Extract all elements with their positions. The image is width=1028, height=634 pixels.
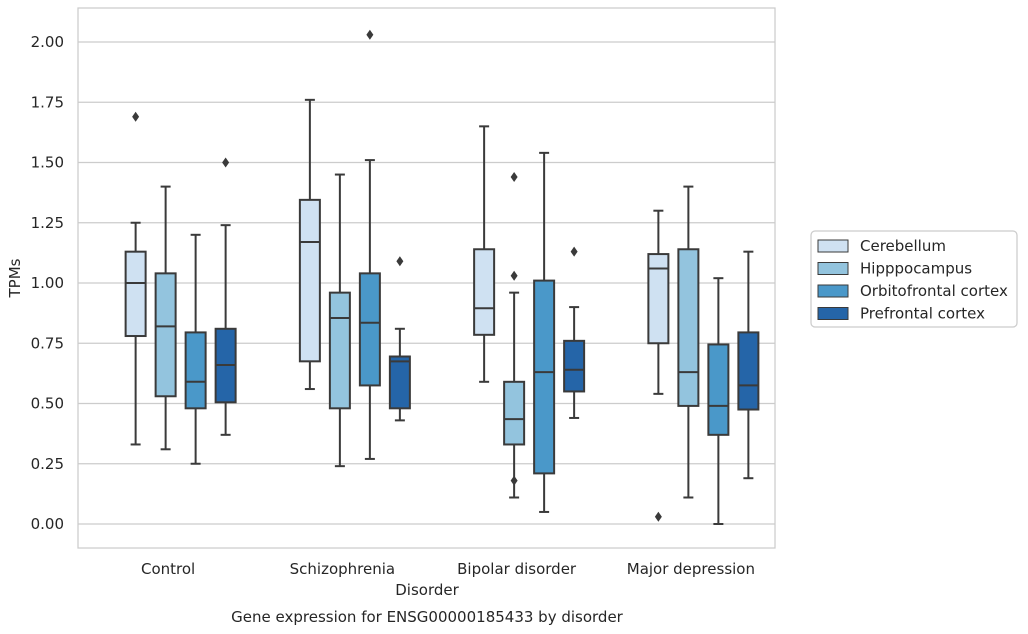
box-orbitofrontal-cortex-schizophrenia	[358, 29, 381, 460]
outlier-point	[654, 511, 662, 522]
box-hipppocampus-major-depression	[677, 185, 700, 499]
y-tick-label: 1.25	[31, 214, 64, 232]
box-prefrontal-cortex-schizophrenia	[388, 256, 411, 422]
outlier-point	[132, 111, 140, 122]
box-iqr	[473, 248, 496, 336]
y-tick-label: 0.25	[31, 455, 64, 473]
outlier-point	[510, 475, 518, 486]
y-tick-label: 0.75	[31, 334, 64, 352]
y-tick-label: 2.00	[31, 33, 64, 51]
box-cerebellum-control	[124, 111, 147, 446]
box-iqr	[533, 279, 556, 475]
box-orbitofrontal-cortex-control	[184, 233, 207, 465]
y-tick-label: 0.00	[31, 515, 64, 533]
legend-swatch	[817, 239, 849, 253]
box-prefrontal-cortex-control	[214, 157, 237, 436]
box-iqr	[388, 355, 411, 410]
legend-swatch	[817, 307, 849, 320]
box-iqr	[184, 331, 207, 410]
box-iqr	[737, 331, 760, 411]
legend-label: Prefrontal cortex	[860, 305, 985, 323]
y-tick-label: 1.50	[31, 154, 64, 172]
y-tick-label: 0.50	[31, 395, 64, 413]
box-cerebellum-bipolar-disorder	[473, 125, 496, 383]
legend-box	[810, 230, 1018, 328]
outlier-point	[510, 270, 518, 281]
box-iqr	[647, 253, 670, 345]
box-iqr	[328, 291, 351, 410]
box-iqr	[298, 198, 321, 363]
outlier-point	[366, 29, 374, 40]
outlier-point	[510, 171, 518, 182]
x-axis: Control Schizophrenia Bipolar disorder Majo…	[141, 560, 755, 578]
box-iqr	[154, 272, 177, 398]
box-plot-marks	[124, 29, 760, 525]
x-tick-label: Bipolar disorder	[457, 560, 577, 578]
box-hipppocampus-control	[154, 185, 177, 451]
x-tick-label: Schizophrenia	[290, 560, 395, 578]
box-iqr	[503, 380, 526, 446]
legend: Cerebellum Hipppocampus Orbitofrontal cort…	[810, 230, 1018, 328]
legend-label: Orbitofrontal cortex	[860, 282, 1008, 300]
chart-caption: Gene expression for ENSG00000185433 by d…	[231, 608, 624, 626]
outlier-point	[396, 256, 404, 267]
box-iqr	[358, 272, 381, 387]
box-orbitofrontal-cortex-bipolar-disorder	[533, 151, 556, 513]
y-axis: 0.00 0.25 0.50 0.75 1.00 1.25 1.50 1.75 2.00	[31, 33, 64, 533]
box-cerebellum-major-depression	[647, 209, 670, 522]
y-axis-label: TPMs	[6, 258, 24, 298]
box-iqr	[563, 339, 586, 393]
y-tick-label: 1.75	[31, 93, 64, 111]
outlier-point	[570, 246, 578, 257]
box-iqr	[124, 250, 147, 338]
x-axis-label: Disorder	[395, 581, 459, 599]
x-tick-label: Major depression	[627, 560, 755, 578]
box-orbitofrontal-cortex-major-depression	[707, 277, 730, 525]
x-tick-label: Control	[141, 560, 195, 578]
box-iqr	[707, 343, 730, 436]
box-hipppocampus-bipolar-disorder	[503, 171, 526, 499]
gridlines	[78, 41, 775, 525]
box-prefrontal-cortex-bipolar-disorder	[563, 246, 586, 419]
box-iqr	[677, 248, 700, 407]
box-cerebellum-schizophrenia	[298, 98, 321, 391]
legend-swatch	[817, 284, 849, 298]
legend-label: Cerebellum	[860, 237, 946, 255]
box-hipppocampus-schizophrenia	[328, 173, 351, 468]
legend-label: Hipppocampus	[860, 260, 972, 278]
outlier-point	[222, 157, 230, 168]
box-prefrontal-cortex-major-depression	[737, 250, 760, 480]
y-tick-label: 1.00	[31, 274, 64, 292]
legend-swatch	[817, 262, 849, 275]
plot-frame	[77, 7, 776, 549]
